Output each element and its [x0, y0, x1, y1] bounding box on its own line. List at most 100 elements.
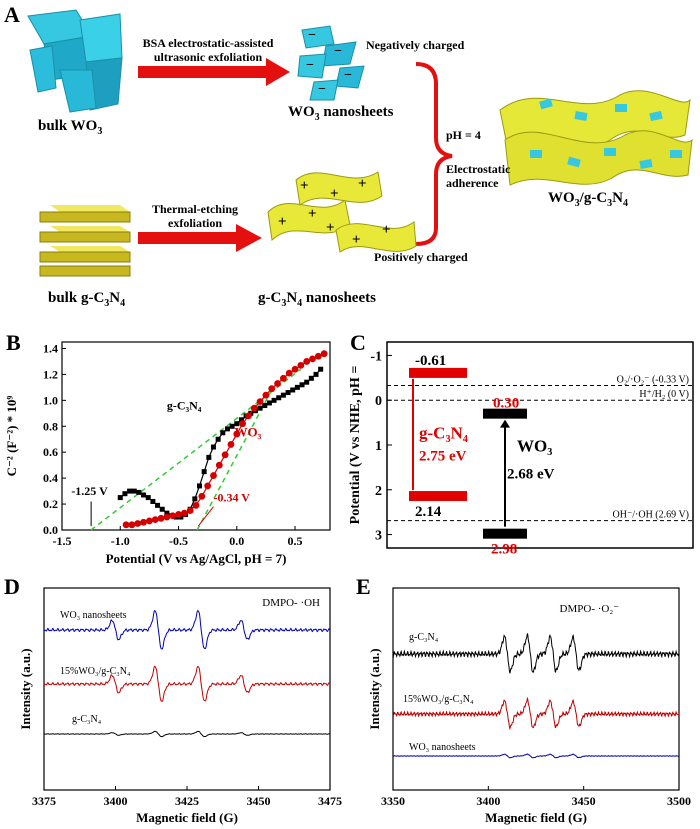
data-point-g-C3N4	[238, 417, 244, 423]
gcn-cb-bar	[409, 367, 467, 378]
wo3-vb-value: 2.98	[491, 542, 517, 558]
data-point-g-C3N4	[178, 514, 184, 520]
arrow-fb-wo3	[197, 506, 214, 527]
series-label-1: 15%WO₃/g-C₃N₄	[60, 666, 131, 677]
plot-frame	[392, 587, 680, 791]
data-point-WO3	[151, 516, 159, 524]
exfoliation-arrow-2	[138, 224, 262, 252]
x-tick-label: 3450	[247, 794, 271, 808]
data-point-WO3	[314, 352, 322, 360]
data-point-WO3	[157, 514, 165, 522]
data-point-g-C3N4	[294, 384, 300, 390]
data-point-WO3	[262, 391, 270, 399]
plus-sign: +	[382, 222, 391, 238]
series-label-0: g-C₃N₄	[409, 632, 439, 643]
data-point-g-C3N4	[276, 395, 282, 401]
data-point-WO3	[227, 441, 235, 448]
data-point-WO3	[215, 461, 223, 469]
plus-sign: +	[352, 232, 361, 248]
wo3-nanosheets-label: WO3 nanosheets	[288, 104, 394, 123]
data-point-g-C3N4	[224, 426, 230, 432]
data-point-WO3	[239, 420, 247, 428]
plus-sign: +	[358, 176, 367, 192]
data-point-g-C3N4	[313, 371, 319, 377]
data-point-g-C3N4	[192, 496, 198, 502]
data-point-g-C3N4	[196, 483, 202, 489]
y-tick-label: 0.0	[43, 523, 58, 537]
series-label-2: WO₃ nanosheets	[409, 742, 476, 753]
epr-trace-2	[44, 730, 331, 738]
x-tick-label: -1.0	[111, 534, 130, 548]
data-point-WO3	[245, 412, 252, 420]
panel-label-d: D	[4, 574, 20, 599]
y-tick-label: 0.6	[43, 445, 58, 459]
step1-caption: BSA electrostatic-assisted ultrasonic exf…	[142, 36, 274, 64]
composite-illustration	[499, 90, 693, 186]
data-point-g-C3N4	[127, 488, 133, 494]
data-point-WO3	[122, 521, 130, 529]
chart-title: DMPO- ·O₂⁻	[560, 603, 620, 615]
x-tick-label: 3425	[175, 794, 199, 808]
data-point-g-C3N4	[299, 382, 305, 388]
data-point-WO3	[291, 365, 299, 373]
data-point-g-C3N4	[215, 436, 221, 442]
negatively-charged-label: Negatively charged	[366, 38, 465, 52]
gcn-vb-bar	[409, 491, 467, 502]
data-point-WO3	[192, 501, 200, 509]
data-point-g-C3N4	[117, 495, 123, 501]
gcn-vb-value: 2.14	[415, 504, 442, 520]
minus-sign: −	[344, 68, 352, 83]
y-tick-label: -1	[370, 349, 382, 364]
data-point-WO3	[320, 350, 328, 358]
data-point-WO3	[198, 492, 206, 500]
x-tick-label: 3450	[572, 794, 596, 808]
data-point-g-C3N4	[262, 403, 268, 409]
chart-b-mott-schottky: -1.5 -1.0 -0.5 0.0 0.5 0.0 0.2 0.4 0.6 0.8 1.0 1.2 1…	[4, 341, 331, 566]
data-point-WO3	[303, 358, 311, 365]
panel-label-b: B	[6, 330, 21, 355]
y-tick-label: 3	[375, 529, 382, 544]
step2-caption: Thermal-etching exfoliation	[152, 202, 238, 230]
chart-d-epr-oh: 3375 3400 3425 3450 3475 Magnetic field (G) In…	[18, 587, 342, 825]
data-point-g-C3N4	[266, 400, 272, 406]
data-point-g-C3N4	[173, 514, 179, 520]
chart-c-band-diagram: -1 0 1 2 3 Potential (V vs NHE, pH = O₂/·O₂⁻ …	[348, 341, 694, 558]
chart-e-epr-o2: 3350 3400 3450 3500 Magnetic field (G) Intens…	[367, 587, 691, 825]
bulk-wo3-label: bulk WO3	[38, 118, 103, 137]
y-tick-label: 1.0	[43, 393, 58, 407]
x-tick-label: 3400	[104, 794, 128, 808]
x-tick-label: -0.5	[169, 534, 188, 548]
data-point-g-C3N4	[257, 405, 263, 411]
bulk-gcn-illustration	[39, 205, 131, 277]
series-label-1: 15%WO₃/g-C₃N₄	[403, 694, 474, 705]
data-point-g-C3N4	[201, 469, 207, 475]
data-point-WO3	[309, 355, 316, 363]
gcn-nanosheets-illustration	[267, 171, 417, 253]
data-point-g-C3N4	[145, 495, 151, 501]
data-point-WO3	[256, 398, 264, 406]
gcn-gap: 2.75 eV	[419, 449, 467, 465]
panel-label-a: A	[4, 2, 20, 27]
data-point-WO3	[175, 511, 182, 518]
x-tick-label: 0.5	[288, 534, 303, 548]
composite-label: WO3/g-C3N4	[548, 190, 629, 209]
redox-level-label: OH⁻/·OH (2.69 V)	[613, 510, 689, 521]
y-tick-label: 1.2	[43, 367, 58, 381]
data-point-WO3	[134, 520, 142, 527]
wo3-cb-bar	[483, 408, 527, 419]
y-tick-label: 0	[375, 394, 382, 409]
wo3-nanosheets-illustration	[297, 25, 365, 101]
x-axis-label: Magnetic field (G)	[485, 810, 587, 825]
data-point-WO3	[169, 512, 177, 520]
x-axis-label: Potential (V vs Ag/AgCl, pH = 7)	[106, 551, 287, 566]
redox-level-label: O₂/·O₂⁻ (-0.33 V)	[617, 374, 689, 385]
electrostatic-adherence-label: Electrostatic adherence	[446, 162, 511, 190]
y-axis-label: Intensity (a.u.)	[18, 648, 33, 729]
data-point-WO3	[210, 472, 217, 479]
data-point-g-C3N4	[136, 489, 142, 495]
data-point-WO3	[128, 521, 136, 529]
data-point-g-C3N4	[229, 423, 235, 429]
data-point-WO3	[140, 518, 147, 526]
data-point-WO3	[297, 361, 305, 369]
data-point-WO3	[186, 507, 194, 514]
